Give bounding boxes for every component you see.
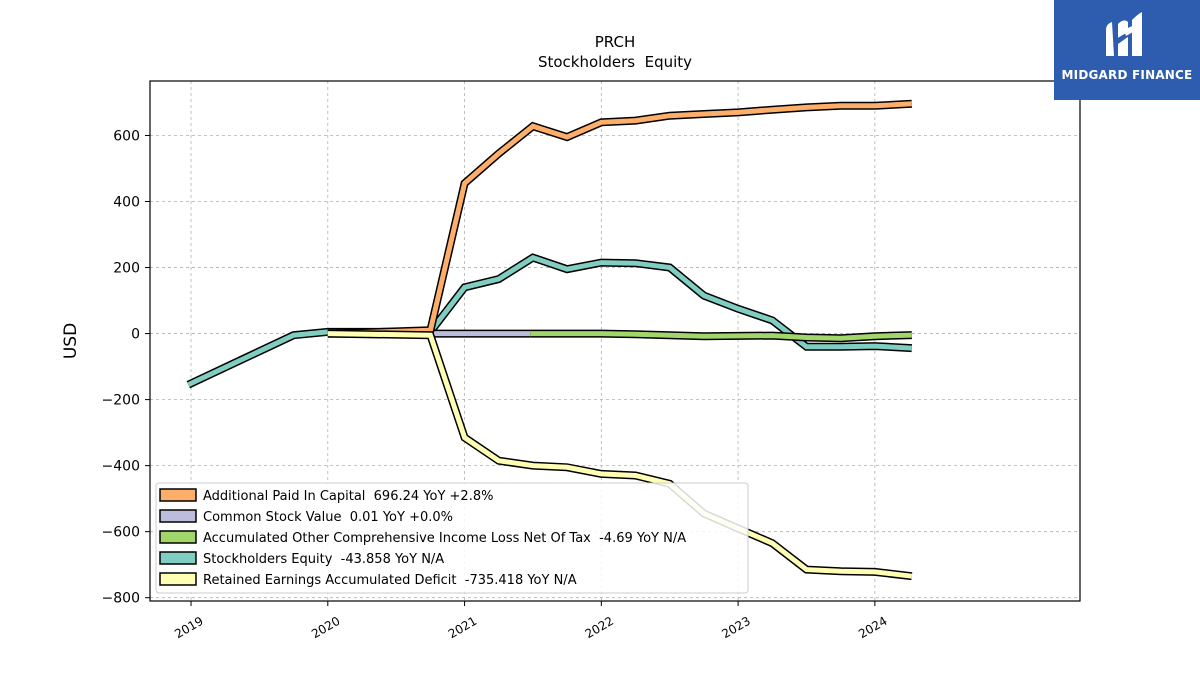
y-tick-label: 200	[113, 261, 140, 277]
legend-swatch	[159, 572, 197, 586]
brand-name: MIDGARD FINANCE	[1061, 68, 1193, 82]
series-group	[186, 99, 913, 581]
chart-title: PRCH	[595, 33, 635, 51]
legend-swatch	[159, 488, 197, 502]
y-tick-label: 600	[113, 128, 140, 144]
y-tick-label: −200	[102, 393, 140, 409]
legend-label: Stockholders Equity -43.858 YoY N/A	[203, 552, 444, 567]
series-line	[327, 331, 913, 579]
legend-label: Retained Earnings Accumulated Deficit -7…	[203, 573, 577, 588]
legend-label: Additional Paid In Capital 696.24 YoY +2…	[203, 489, 493, 504]
legend-box	[155, 482, 749, 594]
y-axis: −800 −600 −400 −200 0 200 400 600	[102, 128, 150, 607]
y-tick-label: −800	[102, 591, 140, 607]
chart-subtitle: Stockholders Equity	[538, 53, 692, 71]
brand-logo-mark-icon	[1106, 12, 1142, 56]
y-tick-label: −400	[102, 459, 140, 475]
y-tick-label: −600	[102, 525, 140, 541]
y-tick-label: 400	[113, 195, 140, 211]
series-line	[530, 331, 912, 341]
legend: Additional Paid In Capital 696.24 YoY +2…	[155, 482, 749, 594]
y-axis-label: USD	[61, 323, 81, 359]
legend-label: Accumulated Other Comprehensive Income L…	[203, 531, 686, 546]
legend-label: Common Stock Value 0.01 YoY +0.0%	[203, 510, 453, 525]
plot-frame	[149, 80, 1081, 602]
brand-logo: MIDGARD FINANCE	[1054, 0, 1200, 100]
y-tick-label: 0	[131, 327, 140, 343]
legend-swatch	[159, 551, 197, 565]
legend-swatch	[159, 530, 197, 544]
legend-swatch	[159, 509, 197, 523]
series-line	[327, 101, 912, 337]
